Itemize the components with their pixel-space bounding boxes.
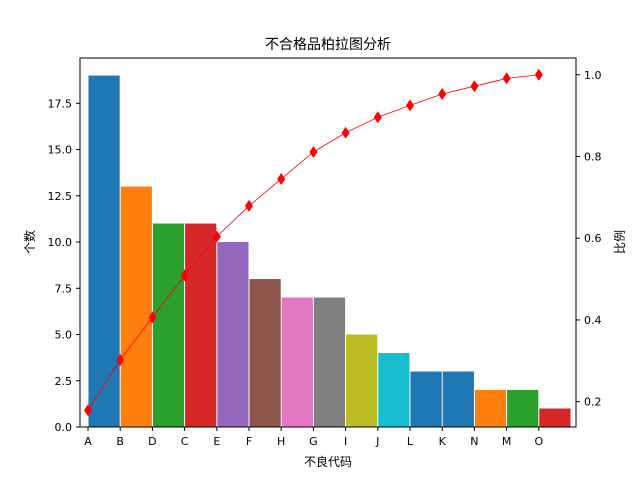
- ratio-marker-E: [212, 230, 221, 243]
- ratio-marker-O: [534, 68, 543, 81]
- bar-M: [507, 390, 539, 427]
- y2-axis-label: 比例: [613, 230, 627, 254]
- y2-tick-label: 1.0: [584, 69, 602, 82]
- y2-tick-label: 0.8: [584, 150, 602, 163]
- bar-N: [474, 390, 507, 427]
- x-tick-label: H: [277, 435, 285, 448]
- bar-D: [152, 223, 185, 427]
- ratio-marker-A: [84, 404, 92, 417]
- y-tick-label: 0.0: [55, 421, 73, 434]
- x-tick-label: A: [84, 435, 92, 448]
- y2-tick-label: 0.6: [584, 232, 602, 245]
- ratio-marker-G: [309, 145, 318, 158]
- bar-G: [313, 297, 346, 427]
- ratio-marker-D: [148, 311, 157, 324]
- y-tick-label: 7.5: [55, 282, 73, 295]
- x-tick-label: G: [309, 435, 318, 448]
- bar-C: [185, 223, 217, 427]
- y-tick-label: 5.0: [55, 329, 73, 342]
- y-tick-label: 2.5: [55, 375, 73, 388]
- x-tick-label: E: [213, 435, 220, 448]
- y-axis-right: 0.2 0.4 0.6 0.8 1.0: [576, 69, 602, 409]
- ratio-marker-C: [180, 269, 189, 282]
- y-tick-label: 17.5: [48, 97, 73, 110]
- bar-K: [442, 371, 474, 427]
- x-axis-label: 不良代码: [304, 454, 352, 469]
- bar-L: [410, 371, 442, 427]
- x-tick-label: D: [148, 435, 156, 448]
- x-tick-label: N: [470, 435, 478, 448]
- x-tick-label: M: [502, 435, 512, 448]
- ratio-marker-J: [373, 111, 382, 124]
- bar-H: [281, 297, 313, 427]
- ratio-marker-M: [502, 72, 511, 85]
- ratio-marker-L: [406, 99, 414, 112]
- bar-I: [346, 334, 378, 427]
- y-axis-label: 个数: [22, 230, 37, 254]
- bar-F: [249, 279, 281, 427]
- x-tick-label: K: [439, 435, 447, 448]
- x-tick-label: O: [534, 435, 543, 448]
- x-tick-label: J: [375, 435, 379, 448]
- ratio-marker-H: [277, 172, 286, 185]
- x-tick-label: F: [246, 435, 252, 448]
- ratio-marker-B: [116, 353, 125, 366]
- y-tick-label: 12.5: [48, 190, 73, 203]
- ratio-marker-I: [341, 126, 350, 139]
- bar-A: [88, 75, 120, 428]
- cumulative-line-group: [84, 68, 543, 417]
- bars-group: [88, 75, 571, 428]
- x-tick-label: I: [344, 435, 347, 448]
- y2-tick-label: 0.2: [584, 396, 602, 409]
- bar-E: [217, 242, 249, 427]
- ratio-marker-N: [470, 80, 479, 93]
- y2-tick-label: 0.4: [584, 314, 602, 327]
- bar-J: [378, 353, 410, 427]
- ratio-marker-F: [245, 199, 253, 212]
- bar-B: [120, 186, 152, 427]
- y-tick-label: 10.0: [48, 236, 73, 249]
- x-tick-label: B: [116, 435, 124, 448]
- bar-O: [539, 408, 571, 427]
- y-axis-left: 0.0 2.5 5.0 7.5 10.0 12.5 15.0 17.5: [48, 97, 80, 434]
- x-tick-label: C: [181, 435, 189, 448]
- y-tick-label: 15.0: [48, 144, 73, 157]
- chart-title: 不合格品柏拉图分析: [265, 37, 391, 53]
- x-tick-label: L: [407, 435, 414, 448]
- ratio-marker-K: [438, 87, 447, 100]
